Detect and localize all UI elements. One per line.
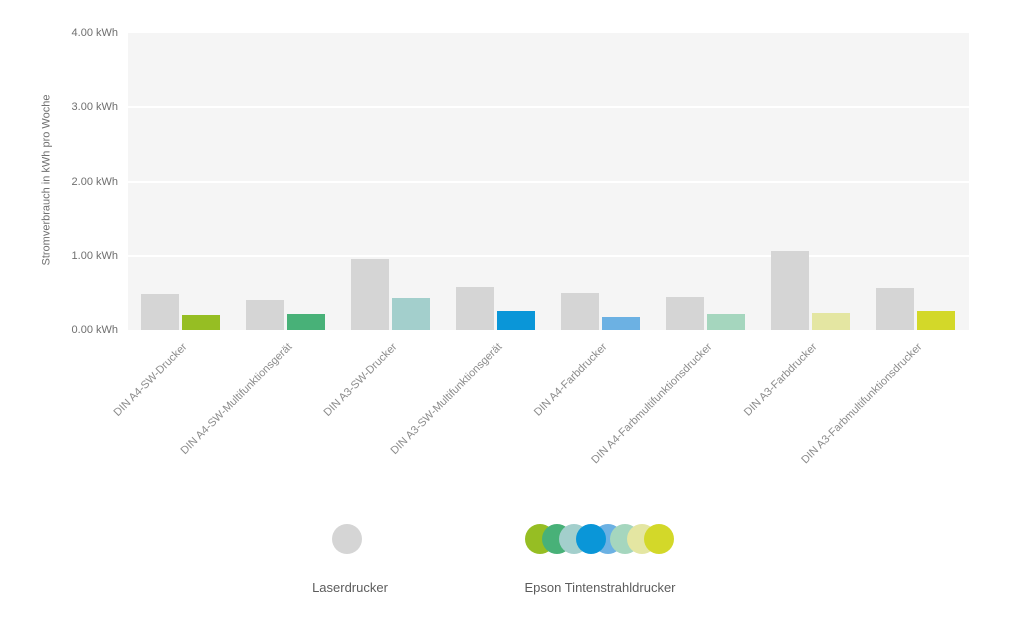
bar-group bbox=[351, 259, 430, 330]
y-tick-label: 4.00 kWh bbox=[71, 27, 118, 39]
gridline bbox=[128, 255, 969, 257]
epson-bar bbox=[602, 317, 640, 330]
epson-bar bbox=[287, 314, 325, 330]
bar-group bbox=[771, 251, 850, 330]
epson-bar bbox=[812, 313, 850, 330]
epson-bar bbox=[497, 311, 535, 330]
epson-ink-circle-icon bbox=[644, 524, 674, 554]
y-tick-label: 3.00 kWh bbox=[71, 101, 118, 113]
legend-label-laser: Laserdrucker bbox=[312, 580, 388, 595]
epson-bar bbox=[917, 311, 955, 330]
epson-bar bbox=[707, 314, 745, 330]
y-tick-label: 0.00 kWh bbox=[71, 324, 118, 336]
bar-group bbox=[666, 297, 745, 330]
laser-bar bbox=[351, 259, 389, 330]
gridline bbox=[128, 106, 969, 108]
bar-group bbox=[246, 300, 325, 330]
epson-bar bbox=[182, 315, 220, 330]
epson-bar bbox=[392, 298, 430, 330]
bar-group bbox=[876, 288, 955, 330]
laser-bar bbox=[771, 251, 809, 330]
y-tick-label: 2.00 kWh bbox=[71, 176, 118, 188]
gridline bbox=[128, 181, 969, 183]
bar-group bbox=[456, 287, 535, 330]
epson-ink-circle-icon bbox=[576, 524, 606, 554]
laser-bar bbox=[561, 293, 599, 330]
y-tick-label: 1.00 kWh bbox=[71, 250, 118, 262]
laser-bar bbox=[246, 300, 284, 330]
laser-bar bbox=[876, 288, 914, 330]
x-category-label: DIN A4-SW-Drucker bbox=[111, 341, 190, 419]
epson-legend-circles-icon bbox=[525, 524, 674, 554]
bar-group bbox=[141, 294, 220, 330]
bar-group bbox=[561, 293, 640, 330]
legend-label-epson: Epson Tintenstrahldrucker bbox=[524, 580, 676, 595]
laser-bar bbox=[141, 294, 179, 330]
laser-bar bbox=[456, 287, 494, 330]
laser-bar bbox=[666, 297, 704, 330]
plot-area bbox=[128, 33, 969, 330]
laser-legend-circle-icon bbox=[332, 524, 362, 554]
